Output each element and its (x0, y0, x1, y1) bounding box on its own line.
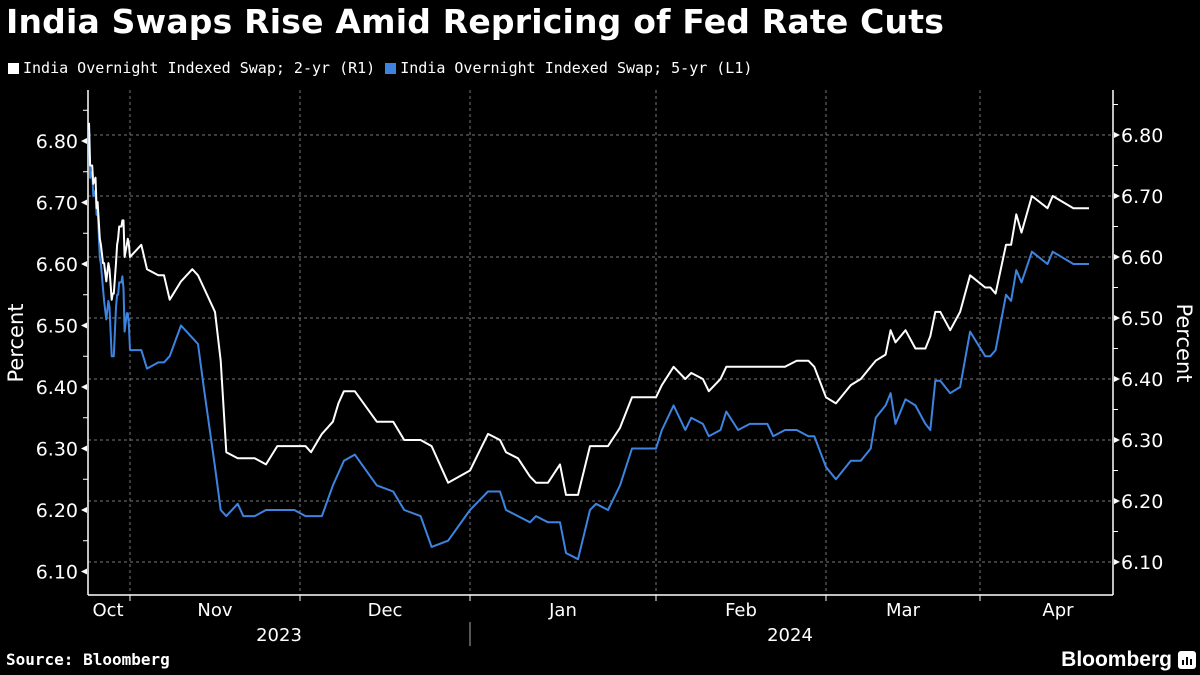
year-label-2023: 2023 (256, 625, 302, 646)
right-tick-marker (1114, 376, 1120, 382)
x-tick-label-oct: Oct (92, 600, 123, 621)
legend-label-2yr: India Overnight Indexed Swap; 2-yr (R1) (23, 59, 376, 77)
left-tick-marker (81, 507, 87, 513)
legend-item-5yr: India Overnight Indexed Swap; 5-yr (L1) (385, 59, 752, 77)
right-tick-label: 6.10 (1121, 552, 1163, 574)
bloomberg-brand: Bloomberg (1061, 648, 1196, 672)
left-tick-label: 6.70 (36, 193, 78, 215)
legend: India Overnight Indexed Swap; 2-yr (R1) … (8, 59, 752, 77)
right-tick-marker (1114, 498, 1120, 504)
left-tick-label: 6.50 (36, 316, 78, 338)
right-tick-label: 6.40 (1121, 369, 1163, 391)
chart-title: India Swaps Rise Amid Repricing of Fed R… (6, 2, 945, 41)
axes: 6.10 6.20 6.30 6.40 6.50 6.60 6.70 6.80 6.10 6.20… (36, 90, 1163, 646)
left-tick-label: 6.60 (36, 254, 78, 276)
left-tick-label: 6.30 (36, 439, 78, 461)
series-lines (88, 122, 1089, 561)
right-tick-marker (1114, 254, 1120, 260)
bloomberg-chart-icon (1178, 651, 1196, 669)
brand-name: Bloomberg (1061, 648, 1172, 671)
grid (88, 90, 1113, 595)
legend-swatch-2yr (8, 62, 19, 74)
source-note: Source: Bloomberg (6, 650, 170, 669)
right-tick-marker (1114, 559, 1120, 565)
series-line-5yr (88, 128, 1089, 561)
right-tick-marker (1114, 437, 1120, 443)
year-label-2024: 2024 (767, 625, 813, 646)
left-tick-label: 6.10 (36, 562, 78, 584)
left-tick-marker (81, 199, 87, 206)
x-tick-label-nov: Nov (197, 600, 232, 621)
left-tick-label: 6.80 (36, 131, 78, 153)
right-tick-label: 6.30 (1121, 430, 1163, 452)
left-tick-marker (81, 261, 87, 267)
x-tick-label-feb: Feb (725, 600, 757, 621)
right-tick-label: 6.50 (1121, 308, 1163, 330)
right-tick-label: 6.70 (1121, 186, 1163, 208)
legend-item-2yr: India Overnight Indexed Swap; 2-yr (R1) (8, 59, 375, 77)
x-tick-label-apr: Apr (1042, 600, 1074, 621)
series-line-2yr (88, 122, 1089, 496)
right-tick-marker (1114, 132, 1120, 138)
x-tick-label-jan: Jan (548, 600, 577, 621)
left-tick-label: 6.20 (36, 500, 78, 522)
right-tick-label: 6.20 (1121, 491, 1163, 513)
right-tick-marker (1114, 315, 1120, 321)
left-tick-marker (81, 384, 87, 390)
legend-swatch-5yr (385, 62, 397, 74)
right-tick-marker (1114, 193, 1120, 199)
right-tick-label: 6.60 (1121, 247, 1163, 269)
x-tick-label-dec: Dec (368, 600, 403, 621)
right-axis-title: Percent (1172, 303, 1196, 382)
left-tick-marker (81, 568, 87, 575)
left-axis-title: Percent (4, 303, 28, 382)
legend-label-5yr: India Overnight Indexed Swap; 5-yr (L1) (400, 59, 753, 77)
left-tick-marker (81, 322, 87, 329)
x-tick-label-mar: Mar (886, 600, 921, 621)
left-tick-marker (81, 445, 87, 452)
right-tick-label: 6.80 (1121, 125, 1163, 147)
left-tick-marker (81, 138, 87, 144)
left-tick-label: 6.40 (36, 377, 78, 399)
